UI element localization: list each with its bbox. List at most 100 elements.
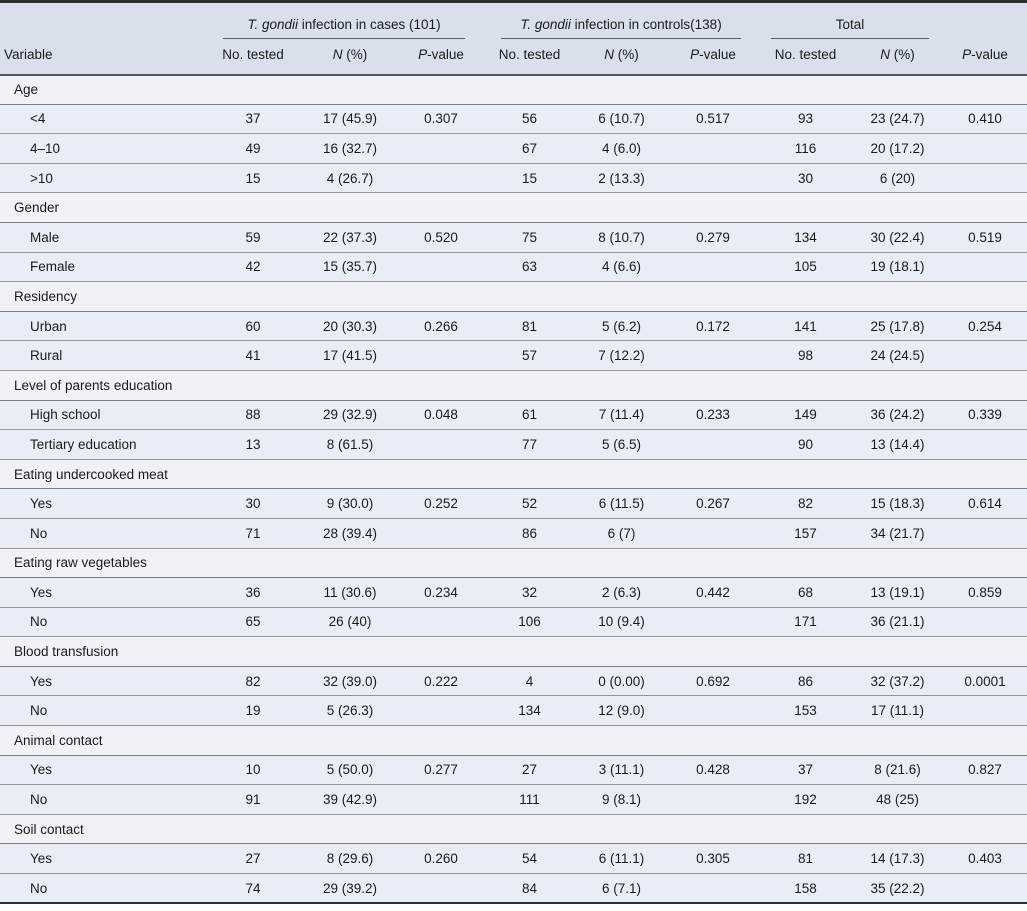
cell-controls-n-pct: 6 (10.7) (576, 104, 667, 135)
controls-group-italic: T. gondii (520, 16, 571, 32)
cell-controls-n-pct: 5 (6.5) (576, 429, 667, 460)
cell-total-no-tested: 141 (759, 311, 852, 342)
col-variable: Variable (0, 38, 205, 76)
table-row: Yes 36 11 (30.6) 0.234 32 2 (6.3) 0.442 68 13 (1… (0, 577, 1027, 608)
cell-total-no-tested: 192 (759, 784, 852, 815)
cell-cases-n-pct: 28 (39.4) (301, 518, 399, 549)
cell-controls-no-tested: 106 (483, 607, 576, 638)
cell-cases-p-value (399, 873, 483, 904)
cell-controls-n-pct: 7 (11.4) (576, 400, 667, 431)
cell-controls-n-pct: 7 (12.2) (576, 340, 667, 371)
table-body: Age <4 37 17 (45.9) 0.307 56 6 (10.7) 0.517 93 23… (0, 74, 1027, 904)
table-row: No 74 29 (39.2) 84 6 (7.1) 158 35 (22.2) (0, 873, 1027, 904)
group-header-spacer-right (943, 1, 1027, 39)
cell-cases-n-pct: 8 (29.6) (301, 843, 399, 875)
cell-controls-p-value: 0.233 (667, 400, 759, 431)
cell-total-no-tested: 158 (759, 873, 852, 904)
cell-total-n-pct: 15 (18.3) (852, 488, 943, 519)
cell-controls-p-value: 0.442 (667, 577, 759, 608)
cell-controls-p-value (667, 340, 759, 371)
cell-controls-n-pct: 3 (11.1) (576, 755, 667, 786)
cell-cases-no-tested: 59 (205, 222, 301, 253)
cell-cases-n-pct: 29 (39.2) (301, 873, 399, 904)
group-header-total: Total (759, 1, 943, 39)
table-row: 4–10 49 16 (32.7) 67 4 (6.0) 116 20 (17.2) (0, 133, 1027, 164)
cell-cases-no-tested: 74 (205, 873, 301, 904)
cell-cases-p-value (399, 518, 483, 549)
cell-cases-n-pct: 17 (45.9) (301, 104, 399, 135)
cell-controls-p-value: 0.267 (667, 488, 759, 519)
cell-controls-p-value (667, 163, 759, 194)
variable-label: Yes (0, 843, 205, 875)
cell-cases-n-pct: 17 (41.5) (301, 340, 399, 371)
cell-total-n-pct: 19 (18.1) (852, 252, 943, 283)
cell-cases-no-tested: 60 (205, 311, 301, 342)
cell-cases-no-tested: 36 (205, 577, 301, 608)
variable-label: No (0, 607, 205, 638)
cell-total-p-value: 0.614 (943, 488, 1027, 519)
cell-controls-p-value (667, 607, 759, 638)
cell-cases-n-pct: 8 (61.5) (301, 429, 399, 460)
cell-cases-no-tested: 91 (205, 784, 301, 815)
table-row: No 91 39 (42.9) 111 9 (8.1) 192 48 (25) (0, 784, 1027, 815)
cell-controls-no-tested: 32 (483, 577, 576, 608)
cell-total-no-tested: 116 (759, 133, 852, 164)
cell-total-no-tested: 93 (759, 104, 852, 135)
cell-controls-no-tested: 54 (483, 843, 576, 875)
table-row: Male 59 22 (37.3) 0.520 75 8 (10.7) 0.279 134 30… (0, 222, 1027, 253)
cell-total-n-pct: 20 (17.2) (852, 133, 943, 164)
cell-total-no-tested: 82 (759, 488, 852, 519)
cell-cases-p-value (399, 429, 483, 460)
variable-label: Male (0, 222, 205, 253)
cell-controls-p-value: 0.172 (667, 311, 759, 342)
cell-controls-p-value: 0.692 (667, 666, 759, 697)
cell-cases-n-pct: 5 (50.0) (301, 755, 399, 786)
section-label: Age (0, 74, 1027, 105)
cell-controls-no-tested: 15 (483, 163, 576, 194)
group-header-controls: T. gondii infection in controls(138) (483, 1, 759, 39)
cell-total-no-tested: 86 (759, 666, 852, 697)
cell-cases-p-value (399, 340, 483, 371)
cell-total-no-tested: 171 (759, 607, 852, 638)
cell-controls-no-tested: 75 (483, 222, 576, 253)
cell-cases-no-tested: 42 (205, 252, 301, 283)
variable-label: >10 (0, 163, 205, 194)
cell-controls-no-tested: 86 (483, 518, 576, 549)
col-controls-n-pct: N (%) (576, 38, 667, 76)
cell-controls-p-value (667, 252, 759, 283)
variable-label: High school (0, 400, 205, 431)
cell-controls-n-pct: 0 (0.00) (576, 666, 667, 697)
group-header-spacer (0, 1, 205, 39)
cell-total-n-pct: 30 (22.4) (852, 222, 943, 253)
variable-label: No (0, 518, 205, 549)
cell-controls-no-tested: 52 (483, 488, 576, 519)
table-row: >10 15 4 (26.7) 15 2 (13.3) 30 6 (20) (0, 163, 1027, 194)
cell-total-p-value (943, 607, 1027, 638)
variable-label: Urban (0, 311, 205, 342)
col-controls-p-value: P-value (667, 38, 759, 76)
cell-total-n-pct: 17 (11.1) (852, 695, 943, 727)
cell-total-n-pct: 8 (21.6) (852, 755, 943, 786)
cell-cases-p-value: 0.277 (399, 755, 483, 786)
section-row: Residency (0, 281, 1027, 312)
col-cases-no-tested: No. tested (205, 38, 301, 76)
section-row: Blood transfusion (0, 636, 1027, 667)
cell-controls-n-pct: 4 (6.6) (576, 252, 667, 283)
section-label: Residency (0, 281, 1027, 312)
table-row: Female 42 15 (35.7) 63 4 (6.6) 105 19 (18.1) (0, 252, 1027, 283)
cell-total-n-pct: 32 (37.2) (852, 666, 943, 697)
cell-total-n-pct: 23 (24.7) (852, 104, 943, 135)
section-label: Soil contact (0, 814, 1027, 845)
col-cases-p-value: P-value (399, 38, 483, 76)
cell-total-p-value (943, 873, 1027, 904)
cell-controls-no-tested: 63 (483, 252, 576, 283)
cell-controls-no-tested: 77 (483, 429, 576, 460)
cell-controls-no-tested: 56 (483, 104, 576, 135)
cell-controls-no-tested: 81 (483, 311, 576, 342)
table-row: Yes 10 5 (50.0) 0.277 27 3 (11.1) 0.428 37 8 (21… (0, 755, 1027, 786)
total-group-label: Total (835, 16, 865, 32)
cell-controls-p-value (667, 133, 759, 164)
cell-cases-no-tested: 71 (205, 518, 301, 549)
cell-total-no-tested: 134 (759, 222, 852, 253)
section-label: Blood transfusion (0, 636, 1027, 667)
